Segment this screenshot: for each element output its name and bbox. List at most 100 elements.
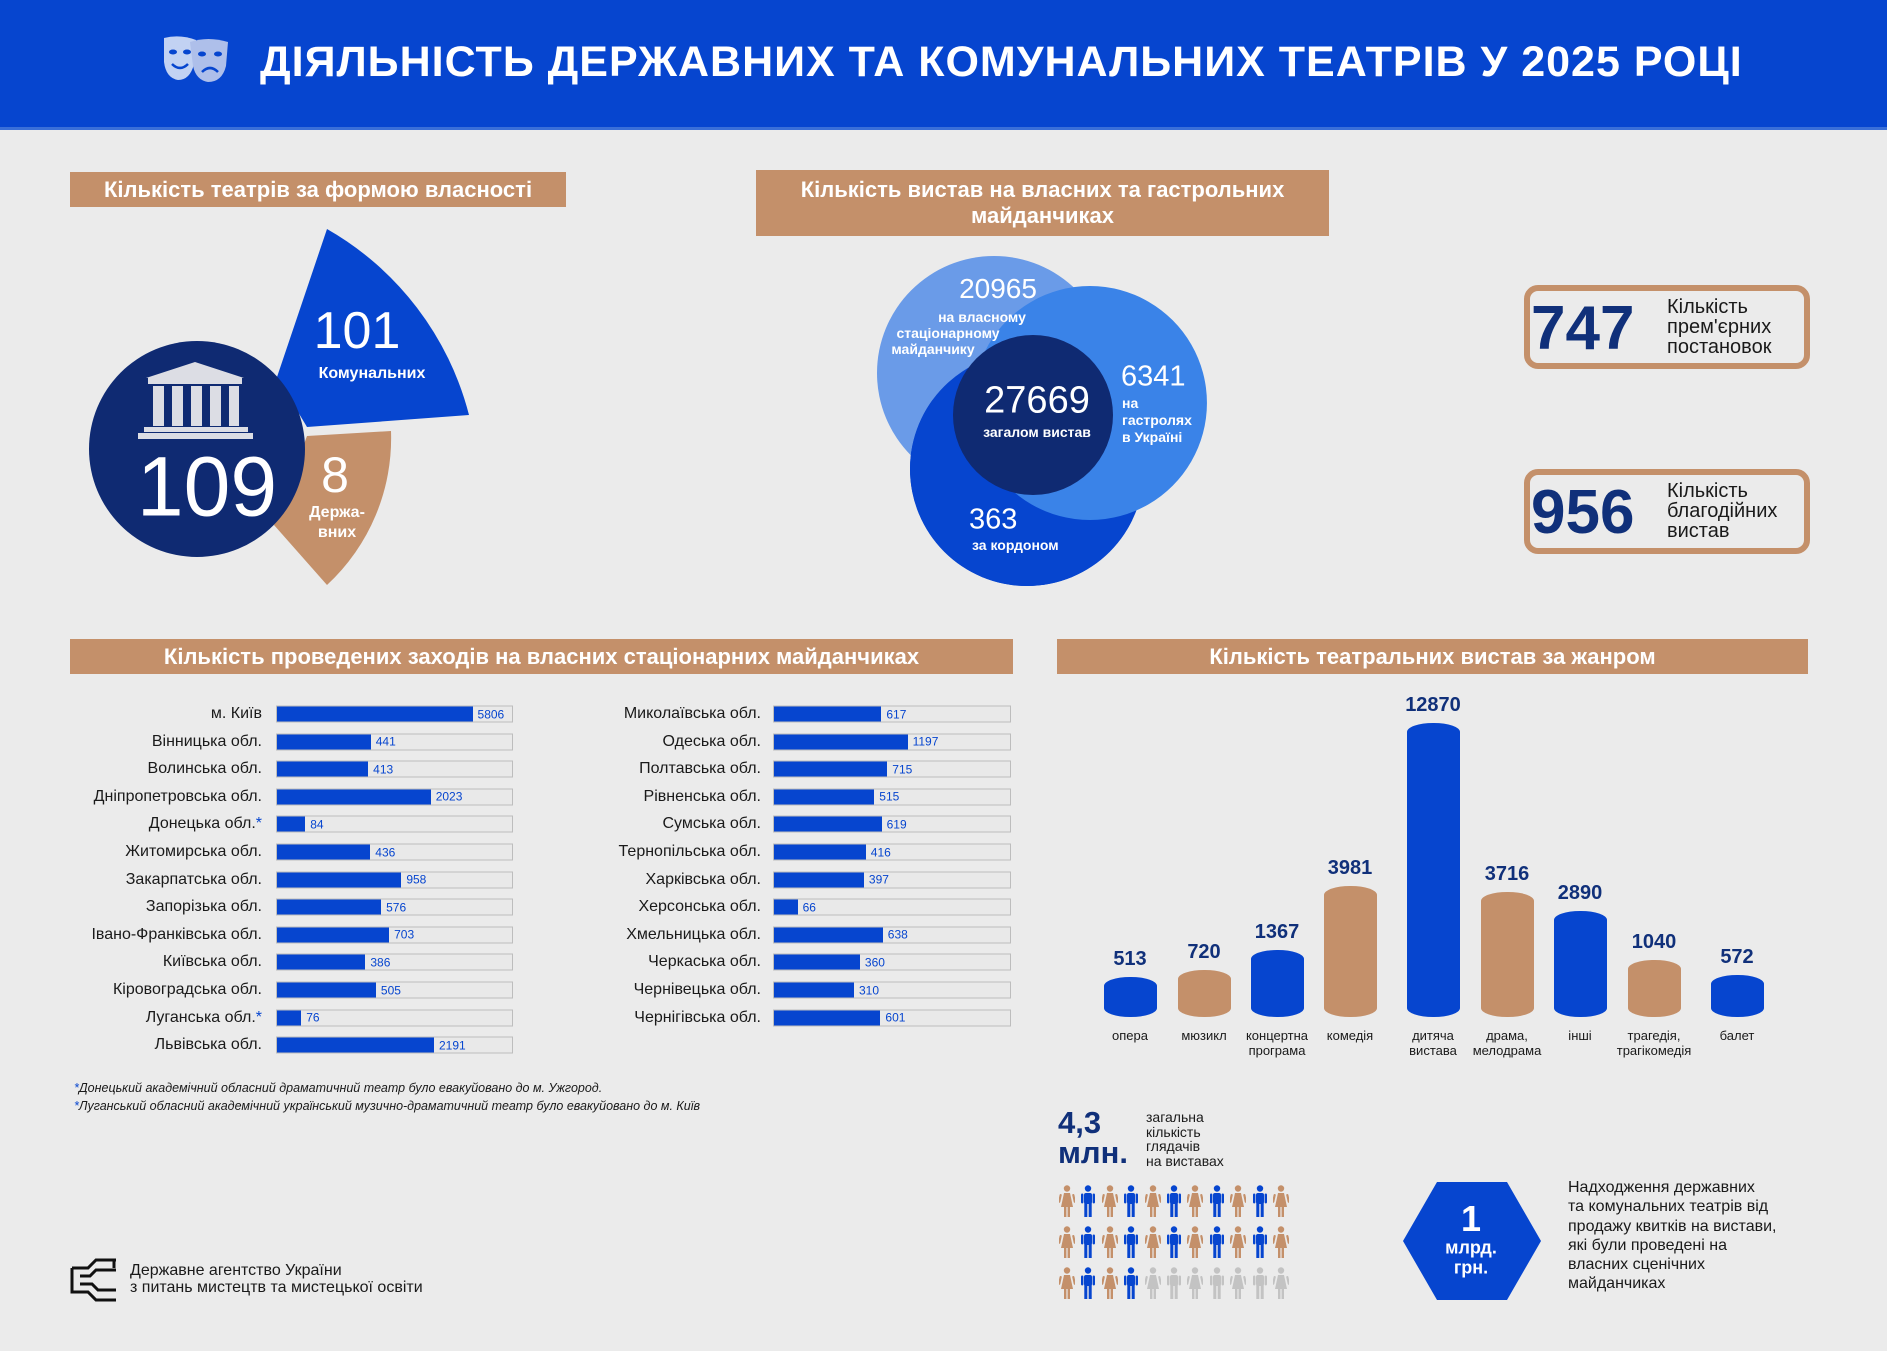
region-name: Тернопільська обл. — [618, 843, 761, 860]
male-person-icon — [1124, 1226, 1139, 1258]
region-bar-fill — [774, 789, 875, 805]
region-bar-fill — [774, 706, 882, 722]
region-name: Івано-Франківська обл. — [91, 925, 262, 943]
female-person-icon — [1209, 1267, 1224, 1299]
female-person-icon — [1144, 1226, 1161, 1258]
genre-value-label: 2890 — [1557, 882, 1603, 905]
female-person-icon — [1252, 1267, 1267, 1299]
footnote-text: Донецький академічний обласний драматичн… — [78, 1081, 603, 1095]
genre-value-label: 1367 — [1254, 921, 1300, 944]
region-value: 715 — [892, 762, 913, 777]
region-name: Донецька обл. — [148, 815, 256, 833]
region-value: 66 — [802, 900, 816, 915]
genre-bar — [1324, 886, 1377, 1017]
region-value: 441 — [375, 734, 396, 749]
premieres-label-3: постановок — [1667, 336, 1772, 358]
genre-category-line: концертна — [1245, 1028, 1309, 1043]
male-person-icon — [1209, 1185, 1224, 1217]
region-label: Закарпатська обл. — [126, 871, 262, 889]
region-bar: 958 — [276, 871, 513, 889]
genre-category-label: опера — [1112, 1028, 1148, 1043]
female-person-icon — [1187, 1267, 1204, 1299]
audience-label-line: на виставах — [1146, 1152, 1224, 1169]
footnote-2: *Луганський обласний академічний українс… — [74, 1099, 700, 1113]
region-name: Закарпатська обл. — [125, 870, 262, 888]
agency-logo-icon — [70, 1258, 116, 1302]
tour-value: 6341 — [1121, 360, 1186, 393]
region-name: м. Київ — [210, 705, 262, 722]
region-name: Сумська обл. — [662, 815, 761, 833]
region-value: 958 — [406, 872, 427, 887]
genre-value-label: 720 — [1187, 940, 1221, 963]
revenue-description-line: Надходження державних — [1568, 1179, 1755, 1196]
region-label: Донецька обл.* — [149, 815, 262, 833]
region-bar: 1197 — [773, 733, 1011, 751]
region-bar: 413 — [276, 760, 513, 778]
region-label: Луганська обл.* — [146, 1009, 262, 1027]
region-bar: 2191 — [276, 1036, 513, 1054]
region-bar-fill — [277, 844, 371, 860]
region-bar-fill — [277, 789, 431, 805]
region-bar: 66 — [773, 898, 1011, 916]
theatre-building-icon — [138, 362, 253, 439]
genre-category-line: мелодрама — [1472, 1043, 1542, 1058]
performances-section-title: Кількість вистав на власних та гастрольн… — [756, 170, 1329, 236]
performances-title-line-2: майданчиках — [970, 203, 1114, 228]
female-person-icon — [1167, 1267, 1181, 1299]
total-performances-label: загалом вистав — [983, 424, 1091, 440]
region-bar-fill — [774, 816, 882, 832]
genre-value-label: 3981 — [1327, 857, 1373, 880]
total-performances-circle — [953, 335, 1113, 495]
region-label: Запорізька обл. — [146, 898, 262, 916]
genre-value-label: 3716 — [1484, 863, 1530, 886]
female-person-icon — [1144, 1267, 1161, 1299]
theatre-masks-icon — [164, 36, 228, 82]
female-person-icon — [1059, 1226, 1075, 1258]
female-person-icon — [1273, 1185, 1289, 1217]
male-person-icon — [1252, 1226, 1267, 1258]
region-bar: 2023 — [276, 788, 513, 806]
region-bar-fill — [277, 982, 376, 998]
genre-category-line: мюзикл — [1181, 1028, 1227, 1043]
charity-box — [1524, 469, 1810, 554]
region-label: Житомирська обл. — [125, 843, 262, 861]
region-label: м. Київ — [211, 705, 262, 723]
region-label: Тернопільська обл. — [619, 843, 761, 861]
genre-category-line: комедія — [1326, 1028, 1374, 1043]
genre-value-label: 1040 — [1631, 930, 1677, 953]
region-bar-fill — [774, 1010, 881, 1026]
revenue-description-line: майданчиках — [1568, 1275, 1666, 1293]
region-label: Львівська обл. — [155, 1036, 262, 1054]
genre-category-line: дитяча — [1412, 1028, 1454, 1043]
region-bar-fill — [774, 899, 798, 915]
male-person-icon — [1167, 1226, 1181, 1258]
charity-value: 956 — [1531, 478, 1635, 547]
region-value: 1197 — [912, 734, 939, 749]
region-bar: 386 — [276, 953, 513, 971]
region-value: 2191 — [438, 1038, 466, 1053]
ownership-pie — [89, 229, 469, 585]
region-name: Вінницька обл. — [151, 732, 262, 750]
region-value: 413 — [373, 762, 394, 777]
region-bar-fill — [774, 954, 860, 970]
region-value: 386 — [370, 955, 391, 970]
regions-section-title: Кількість проведених заходів на власних … — [70, 639, 1013, 674]
genre-category-line: інші — [1568, 1028, 1592, 1043]
region-bar: 715 — [773, 760, 1011, 778]
region-bar: 310 — [773, 981, 1011, 999]
male-person-icon — [1209, 1226, 1224, 1258]
genre-category-line: програма — [1248, 1043, 1306, 1058]
genre-category-label: комедія — [1327, 1028, 1373, 1043]
footnote-star: * — [74, 1081, 79, 1095]
genre-category-line: вистава — [1409, 1043, 1457, 1058]
genre-category-label: мюзикл — [1181, 1028, 1226, 1043]
region-value: 515 — [879, 789, 900, 804]
agency-name-line-2: з питань мистецтв та мистецької освіти — [130, 1279, 423, 1296]
region-value: 619 — [886, 817, 907, 832]
region-bar-fill — [277, 927, 390, 943]
region-bar: 441 — [276, 733, 513, 751]
region-bar-fill — [277, 872, 402, 888]
region-label: Черкаська обл. — [648, 953, 761, 971]
genre-value-label: 513 — [1113, 948, 1147, 971]
premieres-label-1: Кількість — [1667, 296, 1748, 318]
